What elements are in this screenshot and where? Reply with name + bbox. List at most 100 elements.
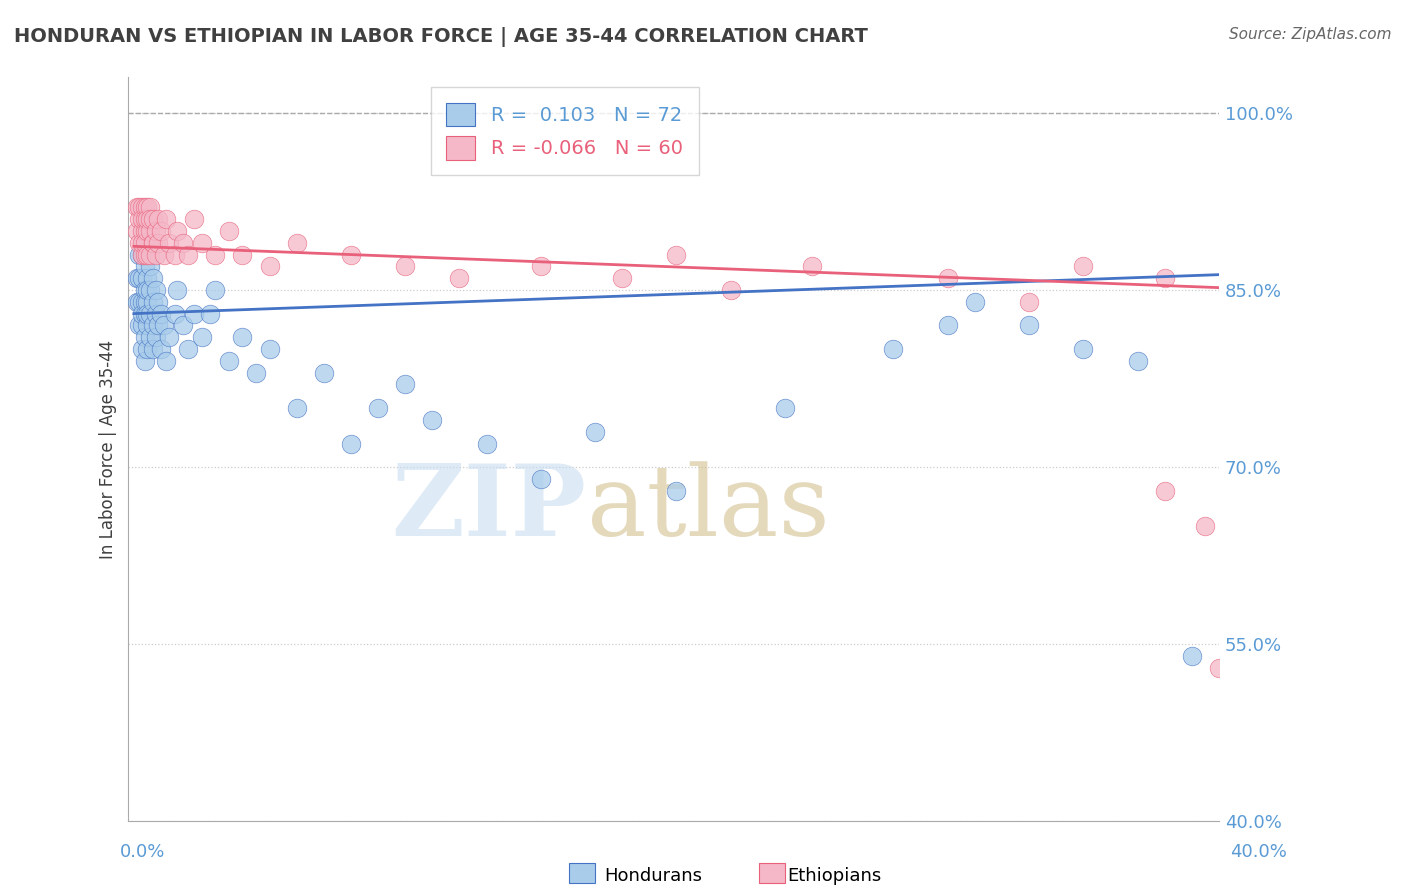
Point: [142, 342, 165, 356]
Point: [136, 283, 159, 297]
Point: [172, 318, 194, 333]
Point: [882, 342, 904, 356]
Point: [1153, 271, 1175, 285]
Point: [285, 401, 308, 415]
Point: [1018, 318, 1040, 333]
Point: [148, 212, 170, 227]
Point: [1181, 649, 1204, 664]
Point: [136, 212, 159, 227]
Point: [131, 224, 153, 238]
Point: [145, 330, 167, 344]
Point: [131, 342, 153, 356]
Point: [1194, 519, 1216, 533]
Point: [134, 200, 156, 214]
Text: Source: ZipAtlas.com: Source: ZipAtlas.com: [1229, 27, 1392, 42]
Point: [259, 260, 281, 274]
Point: [936, 318, 959, 333]
Point: [231, 330, 253, 344]
Point: [148, 318, 170, 333]
Point: [139, 307, 162, 321]
Point: [155, 354, 177, 368]
Point: [134, 307, 156, 321]
Point: [612, 271, 634, 285]
Point: [801, 260, 824, 274]
Point: [125, 224, 148, 238]
Point: [204, 247, 226, 261]
Text: atlas: atlas: [586, 461, 830, 557]
Point: [155, 212, 177, 227]
Point: [218, 354, 240, 368]
Point: [131, 247, 153, 261]
Point: [148, 294, 170, 309]
Point: [773, 401, 796, 415]
Point: [139, 224, 162, 238]
Point: [131, 318, 153, 333]
Point: [163, 247, 186, 261]
Point: [1073, 260, 1095, 274]
Point: [530, 472, 553, 486]
Point: [139, 247, 162, 261]
Point: [183, 212, 205, 227]
Point: [125, 294, 148, 309]
Point: [139, 283, 162, 297]
Point: [936, 271, 959, 285]
Point: [285, 235, 308, 250]
Text: HONDURAN VS ETHIOPIAN IN LABOR FORCE | AGE 35-44 CORRELATION CHART: HONDURAN VS ETHIOPIAN IN LABOR FORCE | A…: [14, 27, 868, 46]
Point: [1208, 661, 1230, 675]
Point: [128, 200, 150, 214]
Point: [145, 224, 167, 238]
Point: [145, 247, 167, 261]
Point: [1073, 342, 1095, 356]
Point: [475, 436, 498, 450]
Point: [136, 307, 159, 321]
Point: [665, 247, 688, 261]
Point: [131, 200, 153, 214]
Point: [136, 224, 159, 238]
Point: [131, 247, 153, 261]
Point: [148, 235, 170, 250]
Point: [150, 307, 173, 321]
Point: [131, 271, 153, 285]
Point: [177, 247, 200, 261]
Point: [157, 330, 180, 344]
Point: [139, 330, 162, 344]
Point: [394, 260, 416, 274]
Point: [394, 377, 416, 392]
Point: [449, 271, 471, 285]
Point: [136, 271, 159, 285]
Point: [142, 235, 165, 250]
Point: [139, 260, 162, 274]
Point: [166, 224, 188, 238]
Y-axis label: In Labor Force | Age 35-44: In Labor Force | Age 35-44: [100, 340, 117, 559]
Point: [152, 318, 174, 333]
Point: [245, 366, 267, 380]
Point: [136, 294, 159, 309]
Point: [136, 200, 159, 214]
Point: [134, 294, 156, 309]
Point: [142, 294, 165, 309]
Point: [128, 212, 150, 227]
Legend: R =  0.103   N = 72, R = -0.066   N = 60: R = 0.103 N = 72, R = -0.066 N = 60: [430, 87, 699, 176]
Point: [665, 483, 688, 498]
Point: [134, 224, 156, 238]
Point: [142, 212, 165, 227]
Text: Hondurans: Hondurans: [605, 867, 703, 885]
Point: [340, 247, 363, 261]
Point: [128, 247, 150, 261]
Point: [583, 425, 606, 439]
Point: [142, 318, 165, 333]
Text: 0.0%: 0.0%: [120, 843, 165, 861]
Point: [134, 212, 156, 227]
Point: [139, 212, 162, 227]
Point: [131, 212, 153, 227]
Point: [152, 247, 174, 261]
Point: [166, 283, 188, 297]
Point: [136, 247, 159, 261]
Point: [150, 342, 173, 356]
Point: [136, 318, 159, 333]
Point: [231, 247, 253, 261]
Point: [204, 283, 226, 297]
Point: [142, 235, 165, 250]
Point: [1153, 483, 1175, 498]
Point: [128, 271, 150, 285]
